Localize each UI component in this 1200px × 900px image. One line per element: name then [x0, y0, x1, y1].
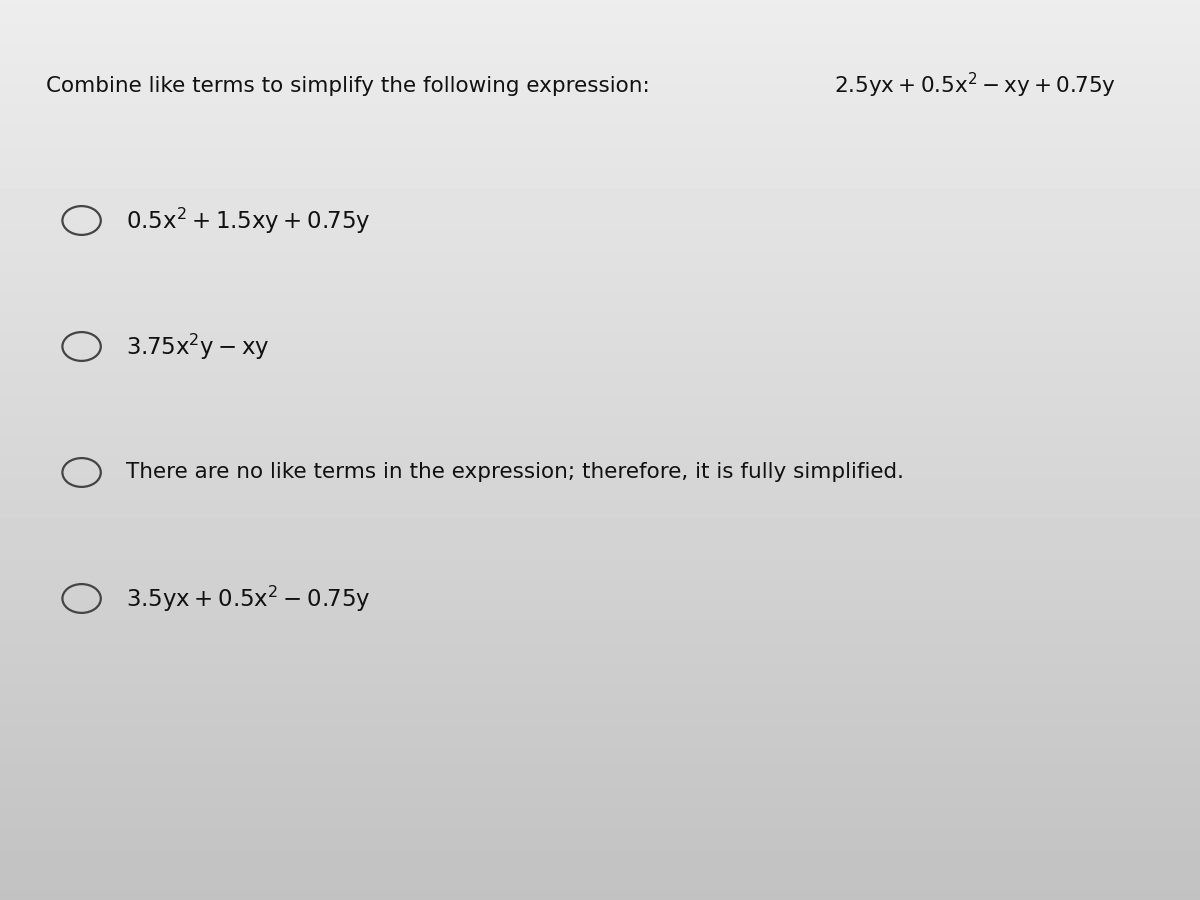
Text: Combine like terms to simplify the following expression:: Combine like terms to simplify the follo… — [46, 76, 656, 95]
Text: $\mathregular{0.5x^{2} + 1.5xy + 0.75y}$: $\mathregular{0.5x^{2} + 1.5xy + 0.75y}$ — [126, 205, 371, 236]
Text: $\mathregular{3.75x^{2}y - xy}$: $\mathregular{3.75x^{2}y - xy}$ — [126, 331, 270, 362]
Text: $\mathregular{2.5yx + 0.5x^{2} - xy + 0.75y}$: $\mathregular{2.5yx + 0.5x^{2} - xy + 0.… — [834, 71, 1116, 100]
Text: $\mathregular{3.5yx + 0.5x^{2} - 0.75y}$: $\mathregular{3.5yx + 0.5x^{2} - 0.75y}$ — [126, 583, 371, 614]
Text: There are no like terms in the expression; therefore, it is fully simplified.: There are no like terms in the expressio… — [126, 463, 904, 482]
